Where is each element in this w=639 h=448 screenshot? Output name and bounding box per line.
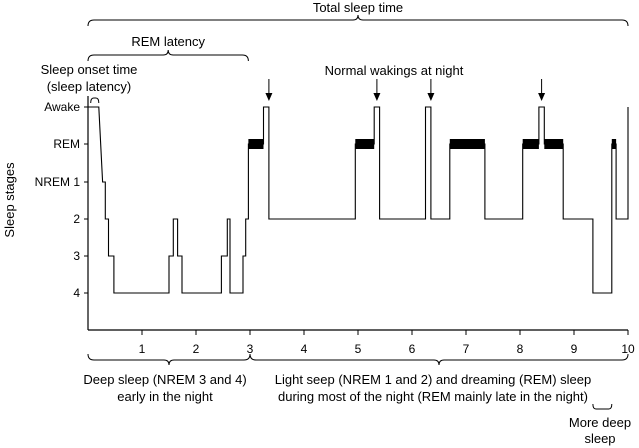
- rem-block-3: [522, 139, 539, 149]
- x-tick-label-6: 7: [463, 342, 470, 356]
- total-sleep-label: Total sleep time: [313, 0, 403, 15]
- awakenings-label: Normal wakings at night: [325, 63, 464, 78]
- sleep-onset-label-line-2: (sleep latency): [47, 79, 132, 94]
- deep-sleep-label-line-1: Deep sleep (NREM 3 and 4): [83, 372, 246, 387]
- more-deep-sleep-bracket: [592, 403, 613, 410]
- light-sleep-bracket: [249, 353, 629, 366]
- x-tick-label-7: 8: [517, 342, 524, 356]
- awakening-arrow-head-2: [427, 93, 435, 101]
- hypnogram-line: [88, 106, 629, 294]
- awakening-arrow-head-0: [265, 93, 273, 101]
- x-tick-label-2: 3: [247, 342, 254, 356]
- y-tick-label-4: 3: [73, 249, 80, 263]
- awakening-arrows: [265, 79, 546, 101]
- x-tick-label-0: 1: [139, 342, 146, 356]
- x-tick-label-5: 6: [409, 342, 416, 356]
- light-sleep-label-line-1: Light seep (NREM 1 and 2) and dreaming (…: [275, 372, 591, 387]
- x-tick-label-9: 10: [621, 342, 635, 356]
- y-tick-label-1: REM: [53, 137, 80, 151]
- rem-block-0: [248, 139, 264, 149]
- rem-block-1: [355, 139, 375, 149]
- x-tick-label-1: 2: [193, 342, 200, 356]
- hypnogram-series: [88, 106, 629, 294]
- awakening-arrow-head-1: [373, 93, 381, 101]
- sleep-onset-bracket: [90, 97, 100, 104]
- bracket-layer: [87, 14, 629, 410]
- x-tick-label-3: 4: [301, 342, 308, 356]
- rem-latency-label: REM latency: [131, 34, 205, 49]
- y-tick-label-5: 4: [73, 286, 80, 300]
- rem-latency-bracket: [87, 49, 249, 62]
- y-axis-title: Sleep stages: [2, 162, 17, 238]
- total-sleep-bracket: [87, 14, 629, 27]
- light-sleep-label-line-2: during most of the night (REM mainly lat…: [278, 389, 588, 404]
- x-tick-label-8: 9: [571, 342, 578, 356]
- rem-block-4: [544, 139, 564, 149]
- rem-block-2: [449, 139, 485, 149]
- more-deep-sleep-label-line-1: More deep: [569, 415, 631, 430]
- deep-sleep-label-line-2: early in the night: [117, 389, 213, 404]
- more-deep-sleep-label-line-2: sleep: [584, 431, 615, 446]
- x-tick-label-4: 5: [355, 342, 362, 356]
- rem-block-5: [611, 139, 617, 149]
- axes: [84, 96, 629, 335]
- y-tick-label-0: Awake: [44, 100, 80, 114]
- y-tick-label-2: NREM 1: [35, 175, 81, 189]
- awakening-arrow-head-3: [538, 93, 546, 101]
- deep-sleep-bracket: [87, 353, 251, 366]
- y-tick-label-3: 2: [73, 212, 80, 226]
- sleep-onset-label-line-1: Sleep onset time: [41, 62, 138, 77]
